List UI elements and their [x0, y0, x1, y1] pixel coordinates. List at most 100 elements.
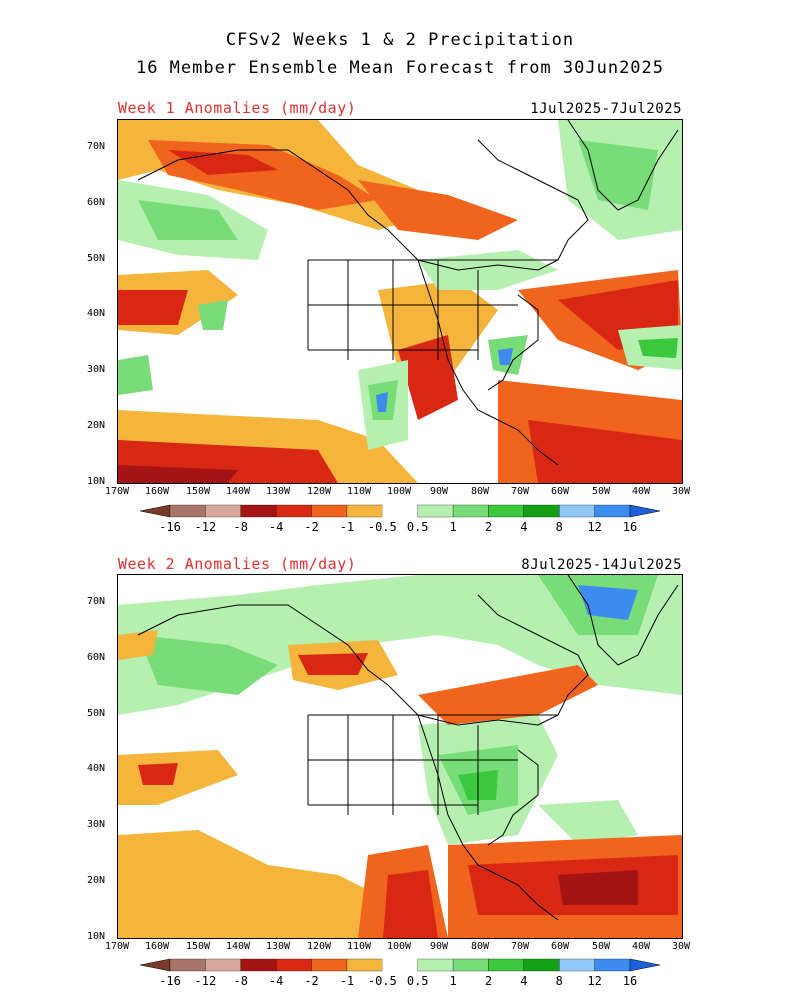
- legend-swatch: [488, 504, 524, 518]
- lat-label-10n: 10N: [87, 931, 106, 942]
- legend-tick-label: 0.5: [406, 974, 429, 988]
- lat-label-20n: 20N: [87, 875, 106, 886]
- legend-swatch-low-extreme: [140, 504, 171, 518]
- lat-label-50n: 50N: [87, 708, 106, 719]
- lat-label-30n: 30N: [87, 819, 106, 830]
- week2-date-range: 8Jul2025-14Jul2025: [521, 557, 682, 573]
- coastline-outline: [137, 575, 679, 921]
- legend-swatch: [311, 504, 348, 518]
- lon-label-150w: 150W: [185, 486, 211, 497]
- lat-label-30n: 30N: [87, 364, 106, 375]
- legend-tick-label: -4: [268, 520, 284, 534]
- dry-anomaly-shading: [118, 120, 682, 483]
- legend-tick-label: -1: [339, 974, 355, 988]
- lat-label-40n: 40N: [87, 308, 106, 319]
- legend-swatch: [276, 958, 312, 972]
- lon-label-70w: 70W: [510, 941, 530, 952]
- legend-swatch: [240, 504, 277, 518]
- week1-anomaly-map: [117, 119, 683, 484]
- legend-swatch-high-extreme: [629, 504, 660, 518]
- lon-label-80w: 80W: [470, 486, 490, 497]
- legend-tick-label: 1: [449, 520, 457, 534]
- legend-swatch: [594, 504, 631, 518]
- lon-label-120w: 120W: [306, 941, 332, 952]
- dry-anomaly-shading: [118, 630, 682, 938]
- legend-tick-label: 4: [520, 520, 528, 534]
- legend-tick-label: 12: [587, 520, 602, 534]
- legend-tick-label: 0.5: [406, 520, 429, 534]
- legend-swatch: [276, 504, 312, 518]
- lat-label-60n: 60N: [87, 652, 106, 663]
- lon-label-160w: 160W: [144, 941, 170, 952]
- lon-label-160w: 160W: [144, 486, 170, 497]
- legend-tick-label: -1: [339, 520, 355, 534]
- legend-tick-label: -12: [194, 520, 217, 534]
- lon-label-170w: 170W: [104, 486, 130, 497]
- legend-tick-label: -8: [233, 520, 248, 534]
- legend-tick-label: -12: [194, 974, 217, 988]
- legend-swatch: [559, 958, 595, 972]
- legend-swatch: [311, 958, 348, 972]
- legend-tick-label: 1: [449, 974, 457, 988]
- lon-label-130w: 130W: [265, 486, 291, 497]
- lat-label-70n: 70N: [87, 141, 106, 152]
- lat-label-20n: 20N: [87, 420, 106, 431]
- week2-anomaly-map: [117, 574, 683, 939]
- legend-swatch: [594, 958, 631, 972]
- lon-label-100w: 100W: [386, 941, 412, 952]
- lon-label-90w: 90W: [429, 486, 449, 497]
- lon-label-60w: 60W: [550, 486, 570, 497]
- week1-date-range: 1Jul2025-7Jul2025: [530, 101, 682, 117]
- legend-swatch: [169, 504, 206, 518]
- color-bar: [140, 958, 660, 972]
- legend-tick-label: 12: [587, 974, 602, 988]
- legend-tick-label: -4: [268, 974, 284, 988]
- legend-swatch: [346, 504, 383, 518]
- legend-swatch: [205, 958, 241, 972]
- legend-tick-label: 16: [622, 974, 638, 988]
- legend-swatch: [205, 504, 241, 518]
- lat-label-40n: 40N: [87, 763, 106, 774]
- lon-label-50w: 50W: [591, 941, 611, 952]
- lon-label-40w: 40W: [631, 486, 651, 497]
- lon-label-100w: 100W: [386, 486, 412, 497]
- legend-tick-label: 16: [622, 520, 638, 534]
- legend-swatch: [452, 504, 489, 518]
- legend-swatch: [523, 504, 560, 518]
- lon-label-40w: 40W: [631, 941, 651, 952]
- lon-label-80w: 80W: [470, 941, 490, 952]
- legend-tick-label: 8: [555, 974, 563, 988]
- legend-swatch: [523, 958, 560, 972]
- legend-swatch: [417, 958, 454, 972]
- lon-label-170w: 170W: [104, 941, 130, 952]
- lon-label-60w: 60W: [550, 941, 570, 952]
- legend-swatch: [346, 958, 383, 972]
- coastline-outline: [137, 120, 679, 466]
- legend-tick-label: -2: [304, 520, 319, 534]
- week1-panel-label: Week 1 Anomalies (mm/day): [118, 99, 357, 117]
- legend-tick-label: -8: [233, 974, 248, 988]
- legend-tick-label: -2: [304, 974, 319, 988]
- legend-swatch: [488, 958, 524, 972]
- lon-label-130w: 130W: [265, 941, 291, 952]
- lon-label-70w: 70W: [510, 486, 530, 497]
- legend-tick-label: -16: [159, 520, 181, 534]
- lat-label-50n: 50N: [87, 253, 106, 264]
- week2-color-legend: -16 -12 -8 -4 -2 -1 -0.5 0.5 1 2 4 8 12 16: [140, 958, 660, 994]
- legend-tick-label: 2: [484, 974, 493, 988]
- color-bar: [140, 504, 660, 518]
- legend-swatch-low-extreme: [140, 958, 171, 972]
- week1-color-legend: -16 -12 -8 -4 -2 -1 -0.5 0.5 1 2 4 8 12 16: [140, 504, 660, 540]
- lon-label-150w: 150W: [185, 941, 211, 952]
- lon-label-30w: 30W: [671, 941, 691, 952]
- lon-label-140w: 140W: [225, 486, 251, 497]
- lon-label-120w: 120W: [306, 486, 332, 497]
- legend-swatch: [240, 958, 277, 972]
- lon-label-50w: 50W: [591, 486, 611, 497]
- wet-anomaly-shading: [118, 120, 682, 450]
- lon-label-90w: 90W: [429, 941, 449, 952]
- lat-label-70n: 70N: [87, 596, 106, 607]
- lon-label-110w: 110W: [346, 486, 372, 497]
- lon-label-30w: 30W: [671, 486, 691, 497]
- lon-label-110w: 110W: [346, 941, 372, 952]
